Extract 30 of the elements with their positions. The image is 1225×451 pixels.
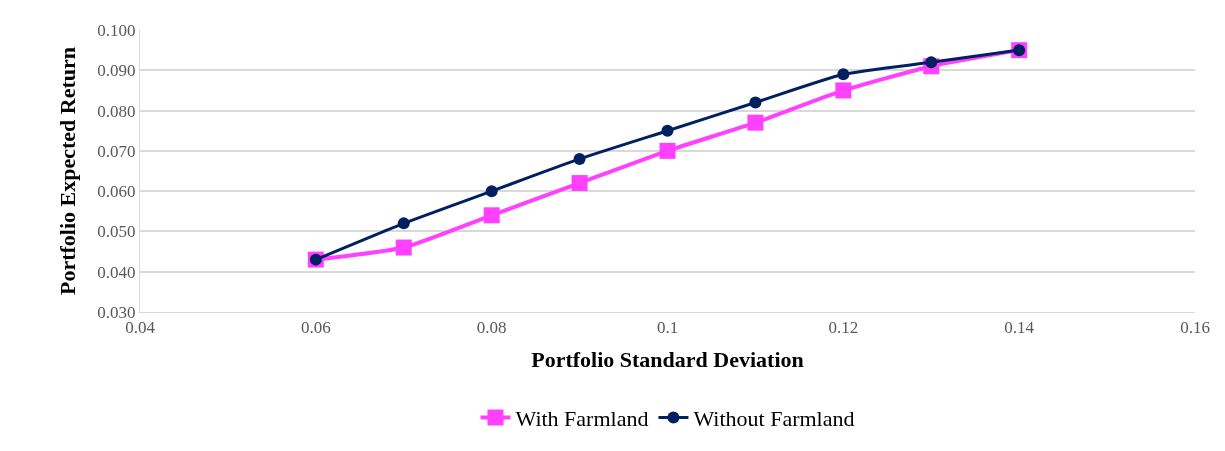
legend-label: With Farmland	[515, 405, 649, 431]
y-tick-label: 0.090	[97, 61, 136, 81]
y-tick-label: 0.040	[97, 262, 136, 282]
point	[747, 114, 764, 131]
x-tick-label: 0.12	[828, 318, 859, 338]
x-tick-label: 0.14	[1004, 318, 1035, 338]
y-axis-title: Portfolio Expected Return	[55, 46, 81, 296]
point	[661, 124, 674, 137]
y-tick-label: 0.070	[97, 141, 136, 161]
point	[573, 152, 586, 165]
point	[397, 217, 410, 230]
x-tick-label: 0.08	[476, 318, 507, 338]
x-tick-label: 0.16	[1180, 318, 1210, 338]
x-tick-label: 0.06	[300, 318, 331, 338]
y-tick-label: 0.050	[97, 222, 136, 242]
point	[659, 142, 676, 159]
y-tick-label: 0.100	[97, 20, 136, 40]
point	[395, 239, 412, 256]
y-tick-label: 0.060	[97, 182, 136, 202]
x-axis-title: Portfolio Standard Deviation	[531, 347, 804, 373]
point	[483, 207, 500, 224]
point	[925, 56, 938, 69]
y-tick-label: 0.080	[97, 101, 136, 121]
point	[485, 185, 498, 198]
x-tick-label: 0.1	[656, 318, 679, 338]
point	[749, 96, 762, 109]
point	[835, 82, 852, 99]
point	[571, 175, 588, 192]
point	[837, 68, 850, 81]
legend-label: Without Farmland	[693, 405, 855, 431]
